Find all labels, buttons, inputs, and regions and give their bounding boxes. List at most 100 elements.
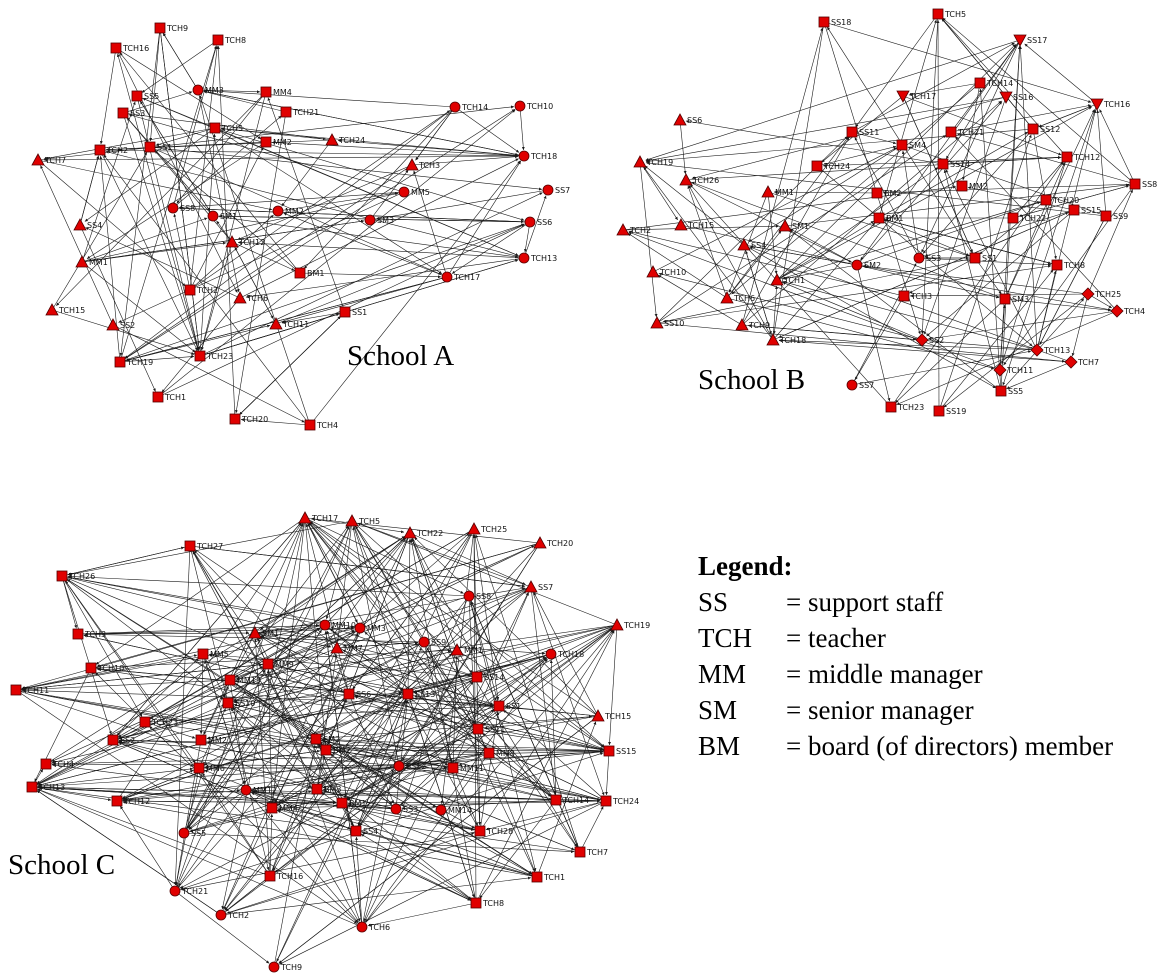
network-node: SS4: [73, 218, 102, 231]
network-edge: [956, 133, 1136, 185]
network-node: TCH17: [441, 271, 480, 283]
network-edge: [231, 241, 295, 271]
network-edge: [395, 699, 409, 810]
network-node: TCH15: [591, 709, 631, 722]
network-edge: [1038, 103, 1098, 128]
network-node: TCH1: [152, 391, 186, 403]
network-node: SM1: [248, 626, 279, 639]
network-edge: [235, 680, 610, 752]
node-label: TCH11: [282, 320, 309, 329]
network-edge: [530, 586, 605, 796]
network-node: TCH10: [85, 662, 124, 674]
node-label: TCH5: [944, 10, 966, 19]
node-label: TCH8: [482, 899, 504, 908]
network-edge: [126, 117, 233, 243]
network-edge: [189, 214, 274, 291]
network-edge: [772, 212, 1069, 341]
network-edge: [347, 804, 538, 878]
node-marker: [524, 216, 536, 228]
network-edge: [321, 738, 490, 754]
network-node: SS8: [463, 590, 491, 602]
network-edge: [351, 520, 478, 826]
network-edge: [688, 185, 774, 341]
network-edge: [679, 119, 687, 175]
network-edge: [126, 117, 214, 217]
network-edge: [344, 528, 475, 798]
network-edge: [149, 725, 363, 928]
node-marker: [898, 290, 910, 302]
node-marker: [320, 744, 332, 756]
legend-abbr: MM: [698, 659, 747, 689]
node-label: SS11: [485, 725, 505, 734]
network-edge: [680, 224, 1000, 299]
network-node: TCH16: [110, 42, 149, 54]
network-edge: [51, 762, 400, 767]
network-edge: [943, 293, 1089, 408]
node-label: SS10: [664, 319, 684, 328]
network-edge: [685, 156, 1062, 181]
node-marker: [325, 133, 339, 146]
network-node: TCH25: [1081, 287, 1121, 301]
network-edge: [273, 595, 470, 663]
network-edge: [860, 39, 1021, 261]
network-node: MM1: [75, 255, 108, 268]
node-label: TCH20: [1052, 196, 1079, 205]
node-marker: [766, 333, 780, 346]
network-edge: [482, 624, 618, 726]
node-marker: [610, 618, 624, 631]
network-edge: [358, 542, 541, 827]
network-edge: [1002, 103, 1098, 386]
network-edge: [749, 245, 858, 266]
network-edge: [924, 209, 1075, 257]
network-edge: [51, 763, 247, 791]
network-edge: [320, 542, 541, 785]
network-edge: [485, 800, 607, 831]
network-node: TCH5: [345, 514, 380, 527]
network-node: SS14: [471, 671, 504, 683]
network-edge: [99, 149, 198, 351]
network-edge: [43, 155, 525, 162]
network-edge: [51, 151, 148, 311]
network-edge: [189, 767, 454, 833]
network-node: TCH10: [646, 265, 686, 278]
network-edge: [1004, 298, 1112, 312]
network-edge: [468, 595, 537, 872]
network-node: MM13: [224, 674, 261, 686]
network-edge: [324, 537, 407, 626]
network-edge: [267, 97, 346, 313]
network-node: TCH7: [574, 846, 608, 858]
network-edge: [748, 144, 903, 243]
network-node: SS12: [393, 760, 426, 772]
node-label: BM3: [324, 785, 341, 794]
network-node: MM6: [193, 762, 225, 774]
node-label: SS7: [538, 583, 553, 592]
network-edge: [174, 698, 346, 892]
network-node: TCH22: [403, 526, 443, 539]
legend-meaning: = middle manager: [786, 659, 983, 689]
network-edge: [533, 592, 599, 717]
node-marker: [111, 795, 123, 807]
network-edge: [321, 737, 610, 752]
node-marker: [194, 350, 206, 362]
node-marker: [603, 745, 615, 757]
network-edge: [200, 91, 267, 351]
network-edge: [276, 693, 409, 962]
network-edge: [726, 230, 782, 299]
node-marker: [673, 113, 687, 126]
network-edge: [361, 592, 529, 928]
network-edge: [260, 624, 326, 634]
network-edge: [216, 45, 236, 420]
node-label: TCH15: [604, 712, 631, 721]
node-marker: [178, 827, 190, 839]
network-node: MM10: [319, 619, 356, 631]
network-edge: [400, 624, 618, 806]
node-marker: [319, 619, 331, 631]
network-edge: [15, 689, 601, 801]
network-edge: [782, 282, 923, 341]
node-label: MM2: [285, 207, 304, 216]
node-marker: [993, 363, 1007, 377]
network-node: MM1: [761, 185, 794, 198]
network-node: BM1: [336, 797, 366, 809]
network-edge: [144, 721, 448, 769]
node-marker: [493, 700, 505, 712]
